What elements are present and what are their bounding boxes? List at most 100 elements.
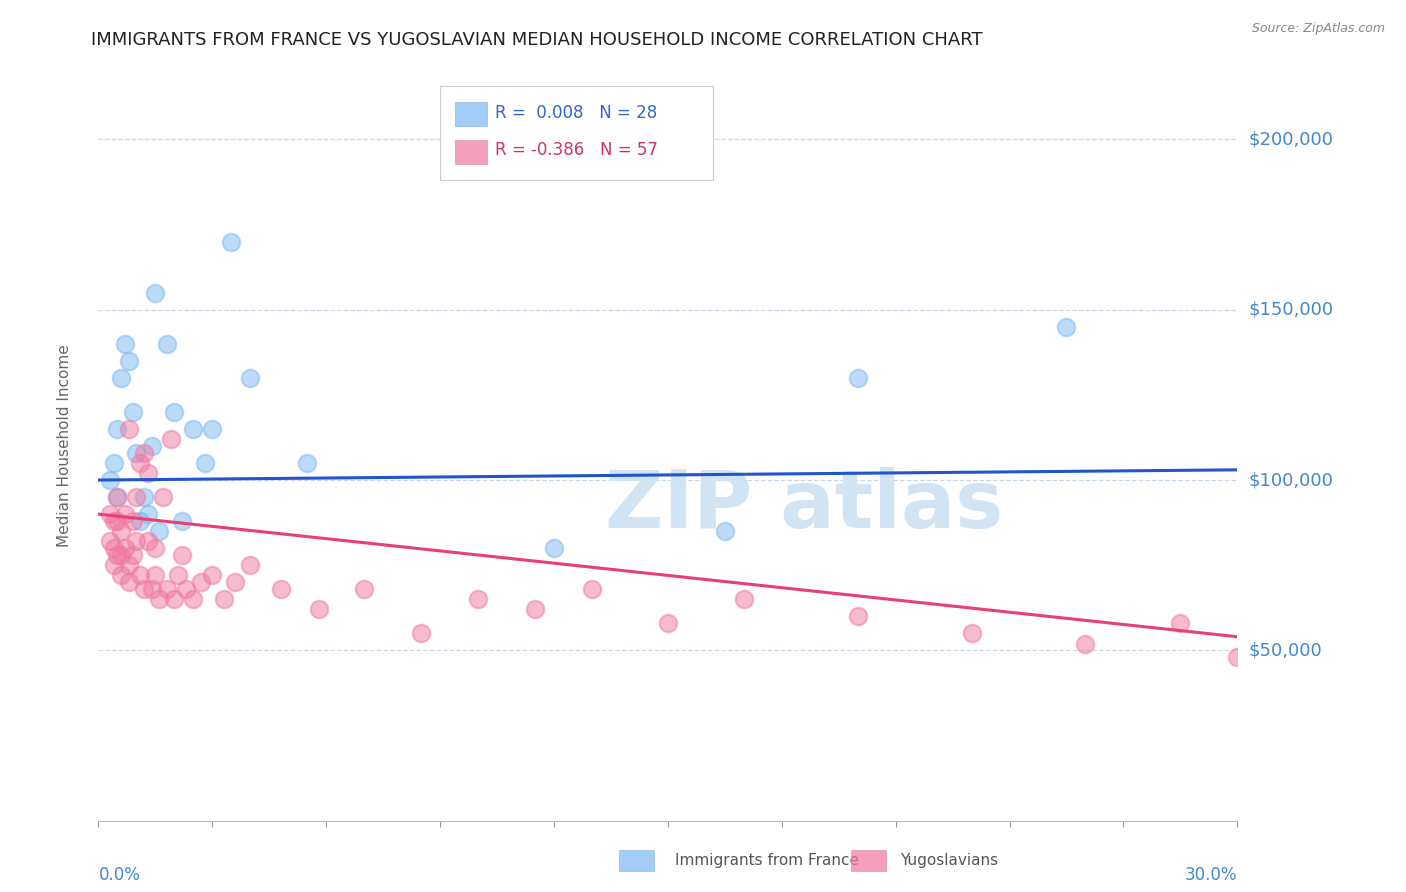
Point: [159, 432, 181, 446]
Point: [190, 575, 212, 590]
Point: [110, 568, 132, 582]
Point: [174, 582, 197, 596]
Text: R =  0.008   N = 28: R = 0.008 N = 28: [495, 103, 657, 121]
Point: [183, 422, 205, 436]
Point: [167, 568, 190, 582]
Point: [98, 473, 121, 487]
Point: [129, 568, 152, 582]
Point: [114, 507, 136, 521]
Point: [194, 456, 217, 470]
Point: [141, 439, 163, 453]
Point: [107, 422, 129, 436]
Point: [170, 548, 193, 562]
Point: [201, 422, 224, 436]
Point: [524, 602, 547, 616]
Point: [110, 548, 132, 562]
Point: [657, 616, 679, 631]
Text: 0.0%: 0.0%: [98, 865, 141, 884]
Text: $50,000: $50,000: [1249, 641, 1323, 659]
Point: [224, 575, 246, 590]
Point: [152, 490, 174, 504]
Point: [114, 336, 136, 351]
Point: [221, 235, 243, 249]
FancyBboxPatch shape: [440, 87, 713, 180]
Point: [239, 558, 262, 573]
Point: [297, 456, 319, 470]
Point: [1170, 616, 1192, 631]
Point: [132, 446, 155, 460]
Point: [136, 467, 159, 481]
Point: [118, 422, 141, 436]
Point: [960, 626, 983, 640]
Point: [125, 534, 148, 549]
Point: [183, 592, 205, 607]
Point: [98, 534, 121, 549]
Point: [103, 558, 125, 573]
Point: [136, 534, 159, 549]
Point: [145, 568, 167, 582]
Point: [121, 405, 143, 419]
Point: [132, 490, 155, 504]
Point: [308, 602, 330, 616]
Point: [118, 354, 141, 368]
Point: [846, 609, 869, 624]
FancyBboxPatch shape: [456, 139, 486, 163]
Point: [467, 592, 489, 607]
Point: [239, 371, 262, 385]
Point: [163, 405, 186, 419]
Text: $200,000: $200,000: [1249, 130, 1334, 148]
Point: [129, 514, 152, 528]
Text: $150,000: $150,000: [1249, 301, 1334, 318]
Point: [114, 541, 136, 556]
Point: [125, 446, 148, 460]
Point: [148, 592, 170, 607]
Point: [201, 568, 224, 582]
Point: [163, 592, 186, 607]
Point: [733, 592, 755, 607]
Point: [170, 514, 193, 528]
Text: $100,000: $100,000: [1249, 471, 1333, 489]
FancyBboxPatch shape: [456, 102, 486, 126]
Point: [156, 582, 179, 596]
Text: Median Household Income: Median Household Income: [56, 344, 72, 548]
Text: Immigrants from France: Immigrants from France: [675, 854, 859, 868]
Point: [121, 514, 143, 528]
Text: Source: ZipAtlas.com: Source: ZipAtlas.com: [1251, 22, 1385, 36]
Point: [107, 490, 129, 504]
Point: [121, 548, 143, 562]
Text: R = -0.386   N = 57: R = -0.386 N = 57: [495, 141, 658, 159]
Text: IMMIGRANTS FROM FRANCE VS YUGOSLAVIAN MEDIAN HOUSEHOLD INCOME CORRELATION CHART: IMMIGRANTS FROM FRANCE VS YUGOSLAVIAN ME…: [91, 31, 983, 49]
Point: [136, 507, 159, 521]
Point: [118, 575, 141, 590]
Point: [129, 456, 152, 470]
Point: [118, 558, 141, 573]
Point: [107, 514, 129, 528]
Point: [270, 582, 292, 596]
Point: [110, 371, 132, 385]
Point: [1074, 636, 1097, 650]
Point: [846, 371, 869, 385]
Text: 30.0%: 30.0%: [1185, 865, 1237, 884]
Text: Yugoslavians: Yugoslavians: [900, 854, 998, 868]
Text: ZIP atlas: ZIP atlas: [606, 467, 1004, 545]
Point: [1226, 650, 1249, 665]
Point: [110, 524, 132, 538]
Point: [1056, 319, 1078, 334]
Point: [145, 541, 167, 556]
Point: [353, 582, 375, 596]
Point: [714, 524, 737, 538]
Point: [103, 514, 125, 528]
Point: [107, 548, 129, 562]
Point: [132, 582, 155, 596]
Point: [98, 507, 121, 521]
Point: [543, 541, 565, 556]
Point: [103, 456, 125, 470]
Point: [103, 541, 125, 556]
Point: [148, 524, 170, 538]
Point: [141, 582, 163, 596]
Point: [156, 336, 179, 351]
Point: [581, 582, 603, 596]
Point: [145, 285, 167, 300]
Point: [107, 490, 129, 504]
Point: [125, 490, 148, 504]
